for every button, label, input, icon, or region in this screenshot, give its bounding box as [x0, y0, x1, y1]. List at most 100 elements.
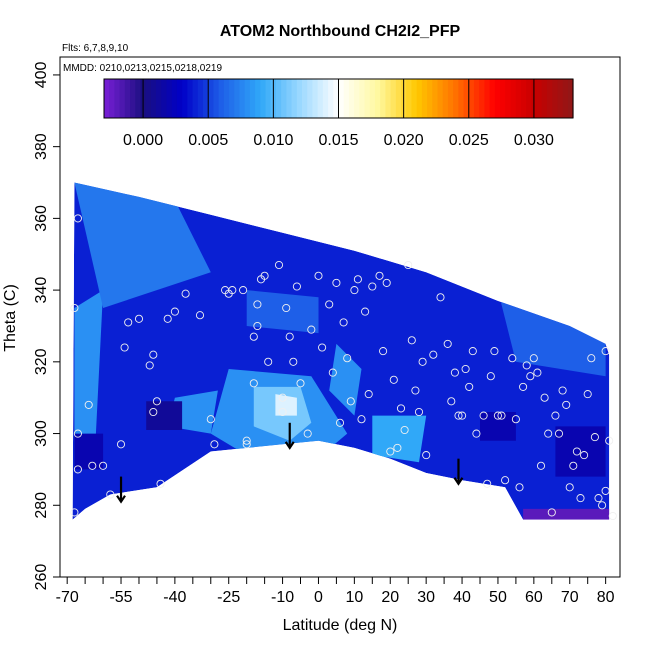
- sample-point: [479, 411, 488, 420]
- y-tick-label: 400: [33, 61, 50, 88]
- colorbar-cell: [291, 79, 298, 118]
- sample-point: [580, 451, 589, 460]
- colorbar-cell: [500, 79, 506, 118]
- sample-point: [562, 400, 571, 409]
- colorbar-cell: [328, 79, 334, 118]
- colorbar-cell: [156, 79, 162, 118]
- colorbar-cell: [484, 79, 491, 118]
- y-tick-label: 340: [33, 277, 50, 304]
- colorbar-cell: [192, 79, 199, 118]
- dates-note: MMDD: 0210,0213,0215,0218,0219: [63, 63, 222, 74]
- colorbar-cell: [390, 79, 397, 118]
- y-axis-label: Theta (C): [2, 284, 19, 352]
- sample-point: [547, 508, 556, 517]
- sample-point: [393, 443, 402, 452]
- y-tick-label: 300: [33, 420, 50, 447]
- sample-point: [461, 364, 470, 374]
- sample-point: [163, 314, 172, 323]
- x-tick-label: -25: [217, 589, 240, 606]
- sample-point: [70, 303, 79, 313]
- arrow-markers: [116, 422, 464, 504]
- colorbar-cell: [395, 79, 402, 118]
- sample-point: [396, 404, 406, 413]
- sample-point: [242, 436, 251, 445]
- sample-point: [472, 429, 481, 438]
- flights-note: Flts: 6,7,8,9,10: [62, 43, 129, 54]
- sample-point: [253, 300, 262, 309]
- x-tick-label: -55: [109, 589, 132, 606]
- sample-point: [346, 397, 355, 406]
- sample-point: [195, 311, 205, 320]
- y-tick-label: 380: [33, 133, 50, 160]
- sample-point: [353, 275, 362, 284]
- x-tick-label: 70: [561, 589, 579, 606]
- sample-point: [357, 415, 366, 424]
- sample-point: [400, 425, 409, 435]
- colorbar-cell: [249, 79, 256, 118]
- colorbar-tick-label: 0.030: [514, 132, 554, 149]
- sample-point: [379, 347, 388, 356]
- sample-point: [285, 332, 294, 341]
- sample-point: [99, 461, 108, 470]
- colorbar-cell: [421, 79, 428, 118]
- colorbar-cell: [520, 79, 527, 118]
- sample-point: [343, 354, 352, 363]
- sample-point: [436, 293, 445, 302]
- colorbar-cell: [437, 79, 444, 118]
- colorbar-cell: [229, 79, 235, 118]
- colorbar-cell: [562, 79, 569, 118]
- colorbar-cell: [182, 79, 188, 118]
- colorbar-cell: [333, 79, 340, 118]
- heatmap-patch: [372, 415, 427, 463]
- x-axis: -70 -55 -40 -25 -10 0 10 20 30 40 50 60 70 80: [56, 577, 615, 606]
- colorbar-cell: [161, 79, 168, 118]
- heatmap-patch: [497, 290, 606, 377]
- colorbar-cell: [281, 79, 287, 118]
- sample-point: [497, 411, 506, 420]
- sample-point: [242, 440, 251, 449]
- x-tick-label: 0: [314, 589, 323, 606]
- sample-point: [210, 440, 219, 449]
- y-tick-label: 260: [33, 564, 50, 591]
- colorbar-cell: [187, 79, 194, 118]
- sample-point: [170, 307, 179, 316]
- sample-point: [181, 289, 190, 298]
- sample-point: [253, 321, 262, 331]
- sample-point: [368, 282, 377, 291]
- sample-point: [558, 386, 567, 395]
- colorbar-cell: [109, 79, 116, 118]
- colorbar-cell: [302, 79, 308, 118]
- sample-point: [239, 286, 248, 295]
- colorbar-tick-label: 0.010: [253, 132, 293, 149]
- colorbar-cell: [208, 79, 215, 118]
- colorbar-cell: [359, 79, 366, 118]
- sample-point: [414, 407, 424, 417]
- sample-point: [529, 354, 538, 363]
- x-tick-label: -10: [271, 589, 294, 606]
- plot-area: [59, 56, 621, 578]
- sample-point: [88, 461, 97, 470]
- colorbar-cell: [380, 79, 386, 118]
- sample-point: [292, 282, 301, 291]
- sample-point: [106, 490, 115, 499]
- heatmap-patch: [246, 290, 319, 334]
- heatmap-patch: [329, 343, 362, 416]
- colorbar-cell: [124, 79, 131, 118]
- sample-point: [454, 411, 463, 420]
- sample-point: [303, 429, 312, 438]
- colorbar-cell: [265, 79, 272, 118]
- sample-point: [554, 429, 564, 438]
- colorbar-cell: [541, 79, 548, 118]
- sample-point: [443, 339, 452, 348]
- sample-point: [389, 375, 398, 384]
- sample-point: [411, 386, 420, 395]
- sample-point: [73, 465, 82, 474]
- sample-point: [511, 415, 520, 424]
- colorbar-cell: [260, 79, 267, 118]
- sample-point: [493, 411, 502, 420]
- sample-points: [70, 214, 617, 521]
- x-tick-label: 50: [489, 589, 507, 606]
- sample-point: [206, 415, 215, 424]
- colorbar-cell: [468, 79, 475, 118]
- colorbar-cell: [364, 79, 371, 118]
